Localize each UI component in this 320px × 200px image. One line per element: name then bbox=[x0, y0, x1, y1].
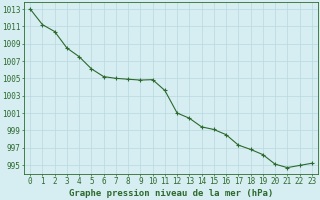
X-axis label: Graphe pression niveau de la mer (hPa): Graphe pression niveau de la mer (hPa) bbox=[69, 189, 273, 198]
